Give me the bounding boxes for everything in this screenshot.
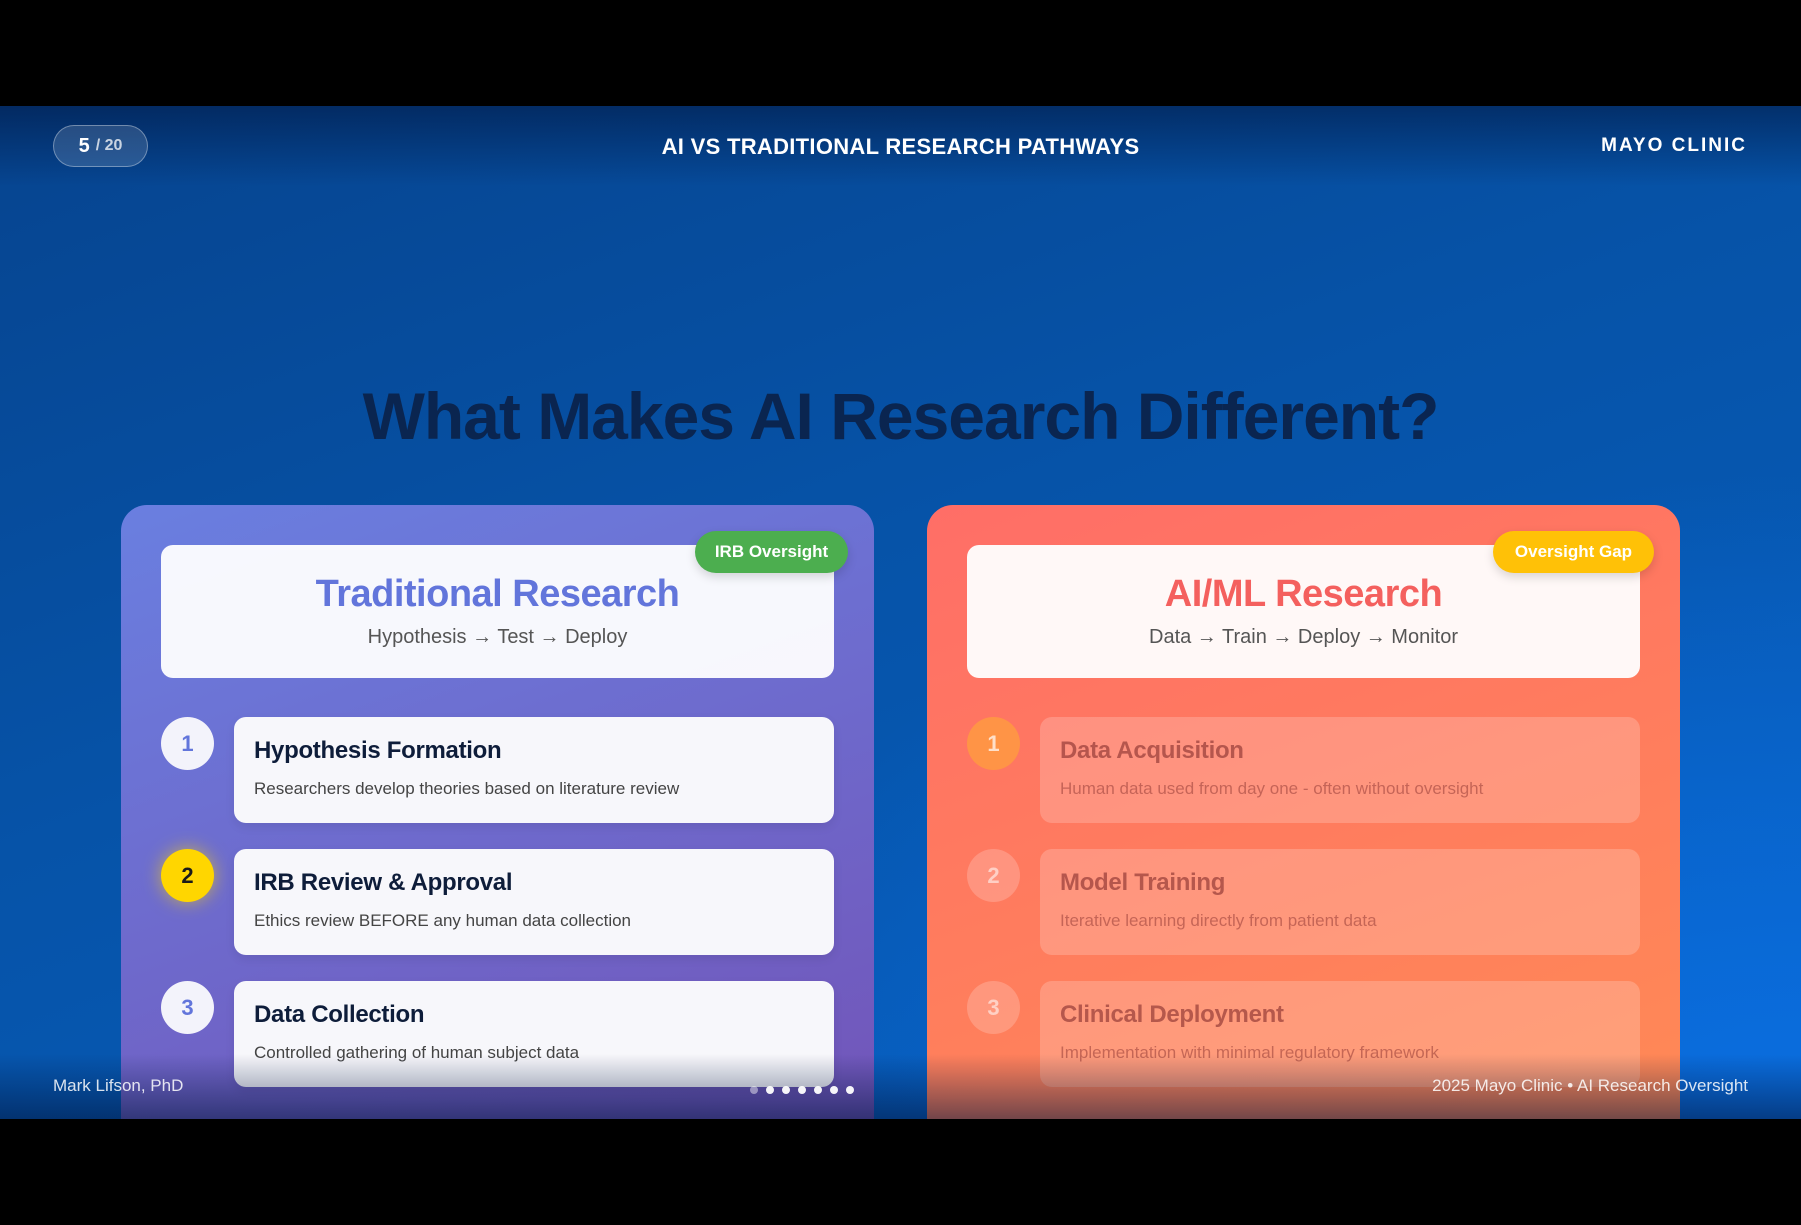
step-title: Hypothesis Formation bbox=[254, 737, 502, 764]
step-number: 1 bbox=[161, 717, 214, 770]
ai-step-1[interactable]: 1 Data Acquisition Human data used from … bbox=[967, 717, 1640, 823]
progress-dot[interactable] bbox=[830, 1086, 838, 1094]
bottom-bar bbox=[0, 1054, 1801, 1119]
step-number: 1 bbox=[967, 717, 1020, 770]
progress-dot[interactable] bbox=[782, 1086, 790, 1094]
progress-dot[interactable] bbox=[766, 1086, 774, 1094]
ai-research-panel: AI/ML Research Data → Train → Deploy → M… bbox=[927, 505, 1680, 1119]
step-description: Ethics review BEFORE any human data coll… bbox=[254, 911, 632, 930]
traditional-step-2[interactable]: 2 IRB Review & Approval Ethics review BE… bbox=[161, 849, 834, 955]
step-description: Iterative learning directly from patient… bbox=[1060, 911, 1377, 930]
brand-logo-text: MAYO CLINIC bbox=[1601, 135, 1747, 156]
step-number: 3 bbox=[967, 981, 1020, 1034]
slide-headline: What Makes AI Research Different? bbox=[362, 379, 1440, 453]
slide-counter: 5 / 20 bbox=[53, 125, 148, 167]
step-number: 3 bbox=[161, 981, 214, 1034]
progress-dot[interactable] bbox=[846, 1086, 854, 1094]
traditional-header-card: Traditional Research Hypothesis → Test →… bbox=[161, 545, 834, 678]
traditional-subtitle: Hypothesis → Test → Deploy bbox=[367, 626, 628, 648]
step-title: Model Training bbox=[1060, 869, 1226, 896]
step-title: Data Acquisition bbox=[1060, 737, 1244, 764]
step-card: Data Acquisition Human data used from da… bbox=[1040, 717, 1640, 823]
step-number: 2 bbox=[967, 849, 1020, 902]
ai-title: AI/ML Research bbox=[1164, 573, 1443, 615]
step-description: Researchers develop theories based on li… bbox=[254, 779, 680, 798]
step-description: Human data used from day one - often wit… bbox=[1060, 779, 1484, 798]
current-slide-number: 5 bbox=[78, 134, 90, 157]
ai-step-2[interactable]: 2 Model Training Iterative learning dire… bbox=[967, 849, 1640, 955]
top-bar bbox=[0, 106, 1801, 186]
traditional-title: Traditional Research bbox=[315, 573, 680, 615]
progress-dot[interactable] bbox=[750, 1086, 758, 1094]
traditional-research-panel: Traditional Research Hypothesis → Test →… bbox=[121, 505, 874, 1119]
progress-dot[interactable] bbox=[814, 1086, 822, 1094]
step-number: 2 bbox=[161, 849, 214, 902]
total-slides: / 20 bbox=[95, 137, 123, 154]
step-card: Hypothesis Formation Researchers develop… bbox=[234, 717, 834, 823]
irb-oversight-badge: IRB Oversight bbox=[695, 531, 848, 573]
oversight-gap-badge: Oversight Gap bbox=[1493, 531, 1654, 573]
section-title: AI VS TRADITIONAL RESEARCH PATHWAYS bbox=[661, 134, 1140, 159]
ai-subtitle: Data → Train → Deploy → Monitor bbox=[1149, 626, 1458, 648]
step-title: Clinical Deployment bbox=[1060, 1001, 1284, 1028]
step-title: Data Collection bbox=[254, 1001, 425, 1028]
step-card: IRB Review & Approval Ethics review BEFO… bbox=[234, 849, 834, 955]
footer-copyright: 2025 Mayo Clinic • AI Research Oversight bbox=[1432, 1076, 1748, 1095]
step-title: IRB Review & Approval bbox=[254, 869, 513, 896]
author-name: Mark Lifson, PhD bbox=[53, 1076, 184, 1095]
progress-dot[interactable] bbox=[798, 1086, 806, 1094]
traditional-step-1[interactable]: 1 Hypothesis Formation Researchers devel… bbox=[161, 717, 834, 823]
slide: 5 / 20 AI VS TRADITIONAL RESEARCH PATHWA… bbox=[0, 106, 1801, 1119]
slide-progress-dots bbox=[750, 1086, 854, 1094]
step-card: Model Training Iterative learning direct… bbox=[1040, 849, 1640, 955]
